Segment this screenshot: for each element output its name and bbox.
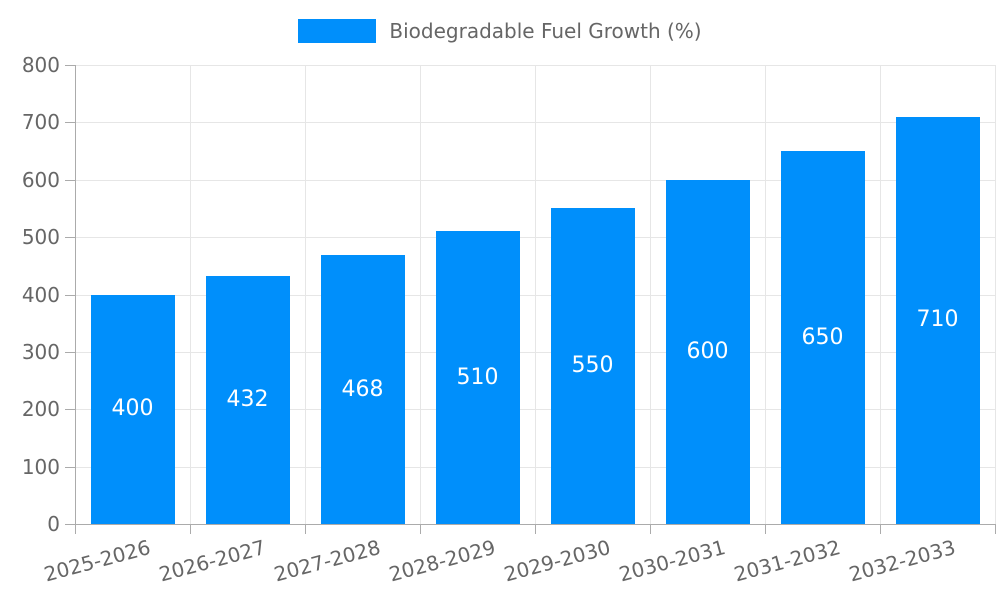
legend-label: Biodegradable Fuel Growth (%): [389, 19, 702, 43]
y-tick-label: 0: [47, 512, 60, 536]
bar-value-label: 650: [801, 324, 844, 350]
y-tick-label: 500: [21, 225, 60, 250]
x-tick: [535, 524, 536, 534]
bar[interactable]: [320, 255, 405, 524]
x-tick: [190, 524, 191, 534]
y-tick-label: 200: [21, 397, 60, 422]
bar[interactable]: [435, 231, 520, 524]
x-tick: [75, 524, 76, 534]
bar-value-label: 600: [686, 338, 729, 364]
v-gridline: [305, 65, 306, 524]
y-tick-label: 400: [21, 282, 60, 307]
v-gridline: [190, 65, 191, 524]
bar-value-label: 468: [341, 376, 384, 402]
x-tick: [420, 524, 421, 534]
v-gridline: [420, 65, 421, 524]
y-tick: [65, 409, 75, 411]
y-tick: [65, 294, 75, 296]
y-tick-label: 100: [21, 454, 60, 479]
bar-value-label: 510: [456, 364, 499, 390]
x-tick: [995, 524, 996, 534]
legend-swatch: [298, 19, 377, 43]
y-tick-label: 300: [21, 339, 60, 364]
v-gridline: [650, 65, 651, 524]
y-tick: [65, 466, 75, 468]
y-tick: [65, 237, 75, 239]
v-gridline: [995, 65, 996, 524]
bar-value-label: 710: [916, 307, 959, 333]
y-tick-label: 600: [21, 167, 60, 192]
bar-value-label: 550: [571, 353, 614, 379]
x-tick: [305, 524, 306, 534]
bar[interactable]: [550, 208, 635, 524]
bar[interactable]: [665, 179, 750, 524]
y-tick: [65, 179, 75, 181]
y-tick: [65, 122, 75, 124]
bar[interactable]: [205, 276, 290, 524]
legend[interactable]: Biodegradable Fuel Growth (%): [0, 12, 1000, 50]
bar-value-label: 432: [226, 387, 269, 413]
v-gridline: [880, 65, 881, 524]
bar[interactable]: [895, 116, 980, 524]
x-tick: [880, 524, 881, 534]
y-tick: [65, 351, 75, 353]
bar-value-label: 400: [111, 396, 154, 422]
bar[interactable]: [780, 151, 865, 524]
v-gridline: [535, 65, 536, 524]
y-tick-label: 700: [21, 110, 60, 135]
y-axis-line: [75, 65, 76, 524]
v-gridline: [765, 65, 766, 524]
x-tick: [765, 524, 766, 534]
y-tick: [65, 524, 75, 525]
x-tick: [650, 524, 651, 534]
bar[interactable]: [90, 294, 175, 524]
y-tick: [65, 65, 75, 66]
y-tick-label: 800: [21, 53, 60, 77]
